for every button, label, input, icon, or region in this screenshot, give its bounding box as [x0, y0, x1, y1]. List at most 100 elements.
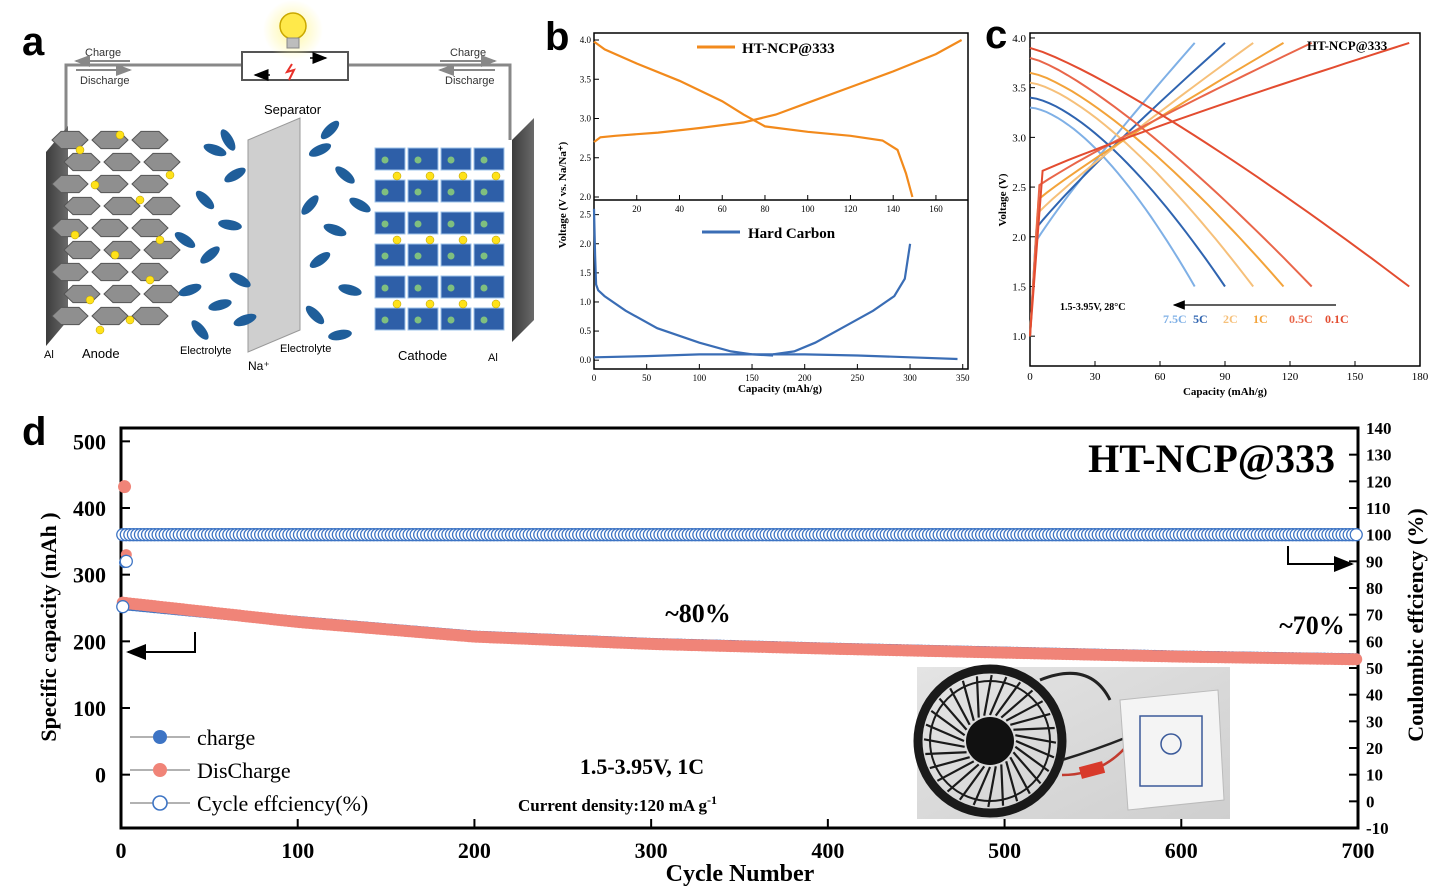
d-ytick-left-label: 300: [73, 563, 106, 588]
fan-spoke: [1005, 700, 1044, 722]
na-ion-dot: [90, 180, 100, 190]
c-ylabel: Voltage (V): [997, 173, 1009, 226]
d-ytick-right-label: 20: [1366, 739, 1383, 758]
na-ion-dot: [85, 295, 95, 305]
b-top-xtick-label: 160: [929, 204, 943, 214]
b-bottom-series-charge: [772, 243, 912, 356]
transition-metal-dot: [480, 188, 488, 196]
cathode-block: [407, 275, 439, 299]
cathode-block: [374, 211, 406, 235]
c-xtick-label: 150: [1347, 371, 1364, 383]
pouch-label: [1139, 715, 1203, 787]
na-ion-dot: [458, 171, 468, 181]
current-density-main: Current density:120 mA g: [518, 796, 708, 815]
cathode-layers: [374, 147, 505, 331]
c-rate-label: 1C: [1253, 312, 1268, 326]
na-ion-dot: [491, 235, 501, 245]
fan-icon: [913, 664, 1112, 818]
fan-spoke: [1014, 745, 1050, 773]
b-bottom-series-discharge: [592, 208, 774, 357]
d-xtick-label: 200: [458, 838, 491, 863]
b-bottom-xtick-label: 250: [851, 373, 865, 383]
c-title: HT-NCP@333: [1307, 38, 1388, 53]
fan-spoke: [946, 763, 980, 793]
lightbulb-icon: [279, 12, 307, 49]
electrolyte-ellipse: [195, 190, 215, 210]
graphene-sheet: [91, 218, 129, 238]
cathode-block: [407, 307, 439, 331]
fan-spoke: [1013, 726, 1055, 731]
fan-spoke: [1015, 734, 1057, 744]
d-ytick-right-label: 100: [1366, 526, 1392, 545]
d-ytick-right-label: 140: [1366, 419, 1392, 438]
panel-label-d: d: [22, 410, 46, 454]
c-charge-0.5C: [1029, 41, 1313, 337]
electrolyte-ellipse: [305, 305, 325, 325]
efficiency-point: [1349, 528, 1363, 542]
efficiency-early-cycle: [119, 554, 133, 568]
transition-metal-dot: [414, 156, 422, 164]
transition-metal-dot: [480, 156, 488, 164]
d-legend: charge DisCharge Cycle effciency(%): [130, 725, 368, 816]
c-discharge-7.5C: [1029, 106, 1196, 288]
fan-spoke: [988, 676, 1008, 716]
graphene-sheet: [63, 152, 101, 172]
c-ytick-label: 4.0: [1012, 33, 1026, 45]
c-rate-label: 2C: [1223, 312, 1238, 326]
b-top-ytick-label: 3.0: [580, 114, 592, 124]
legend-marker-discharge: [153, 763, 167, 777]
c-discharge-5C: [1029, 96, 1226, 288]
graphene-sheet: [131, 306, 169, 326]
graphene-sheet: [103, 152, 141, 172]
transition-metal-dot: [447, 156, 455, 164]
b-bottom-xtick-label: 150: [745, 373, 759, 383]
b-ylabel: Voltage (V vs. Na/Na⁺): [557, 141, 569, 248]
electrolyte-label-right: Electrolyte: [280, 343, 331, 355]
transition-metal-dot: [414, 220, 422, 228]
b-top-ytick-label: 4.0: [580, 35, 592, 45]
c-xtick-label: 0: [1027, 371, 1033, 383]
c-ytick-label: 3.0: [1012, 132, 1026, 144]
cathode-block: [374, 179, 406, 203]
d-ylabel-right: Coulombic effciency (%): [1403, 508, 1428, 741]
c-annotation: 1.5-3.95V, 28°C: [1060, 302, 1125, 313]
na-ion-dot: [95, 325, 105, 335]
transition-metal-dot: [381, 316, 389, 324]
cathode-block: [473, 243, 505, 267]
spark-icon: [284, 63, 296, 81]
plot-b-top: 20 40 60 80 100 120 140 160 2.0 2.5 3.0 3.5 4.0: [580, 35, 963, 214]
b-bottom-ytick-label: 1.5: [580, 268, 592, 278]
panel-b: b 20 40 60 80 100 120 140 160 2.0 2.5 3.0 3.5 4.0 0 5…: [545, 15, 970, 395]
c-discharge-0.1C: [1029, 46, 1410, 288]
b-top-series-discharge: [593, 40, 914, 198]
d-xtick-label: 300: [635, 838, 668, 863]
c-charge-0.1C: [1029, 41, 1410, 337]
na-ion-dot: [425, 299, 435, 309]
c-xlabel: Capacity (mAh/g): [1183, 386, 1267, 398]
d-ytick-left-label: 200: [73, 629, 106, 654]
cathode-block: [407, 179, 439, 203]
d-xtick-label: 400: [811, 838, 844, 863]
fan-spoke: [975, 676, 980, 718]
d-xlabel: Cycle Number: [666, 861, 815, 887]
c-xtick-label: 30: [1090, 371, 1102, 383]
na-ion-dot: [125, 315, 135, 325]
cathode-block: [473, 211, 505, 235]
c-ytick-label: 1.0: [1012, 331, 1026, 343]
b-top-series-charge: [593, 39, 963, 143]
fan-spoke: [994, 681, 1022, 717]
wire-black: [1061, 736, 1126, 762]
b-top-xtick-label: 120: [844, 204, 858, 214]
cathode-block: [374, 243, 406, 267]
graphene-sheet: [63, 284, 101, 304]
c-charge-7.5C: [1029, 42, 1196, 337]
legend-label-efficiency: Cycle effciency(%): [197, 791, 368, 816]
d-ylabel-left: Specific capacity (mAh ): [36, 512, 61, 741]
electrolyte-molecules: [174, 120, 371, 341]
fan-spoke: [1012, 751, 1042, 785]
inset-photo: [913, 664, 1230, 819]
transition-metal-dot: [480, 316, 488, 324]
cathode-block: [374, 275, 406, 299]
cathode-block: [473, 179, 505, 203]
b-bottom-xtick-label: 100: [693, 373, 707, 383]
